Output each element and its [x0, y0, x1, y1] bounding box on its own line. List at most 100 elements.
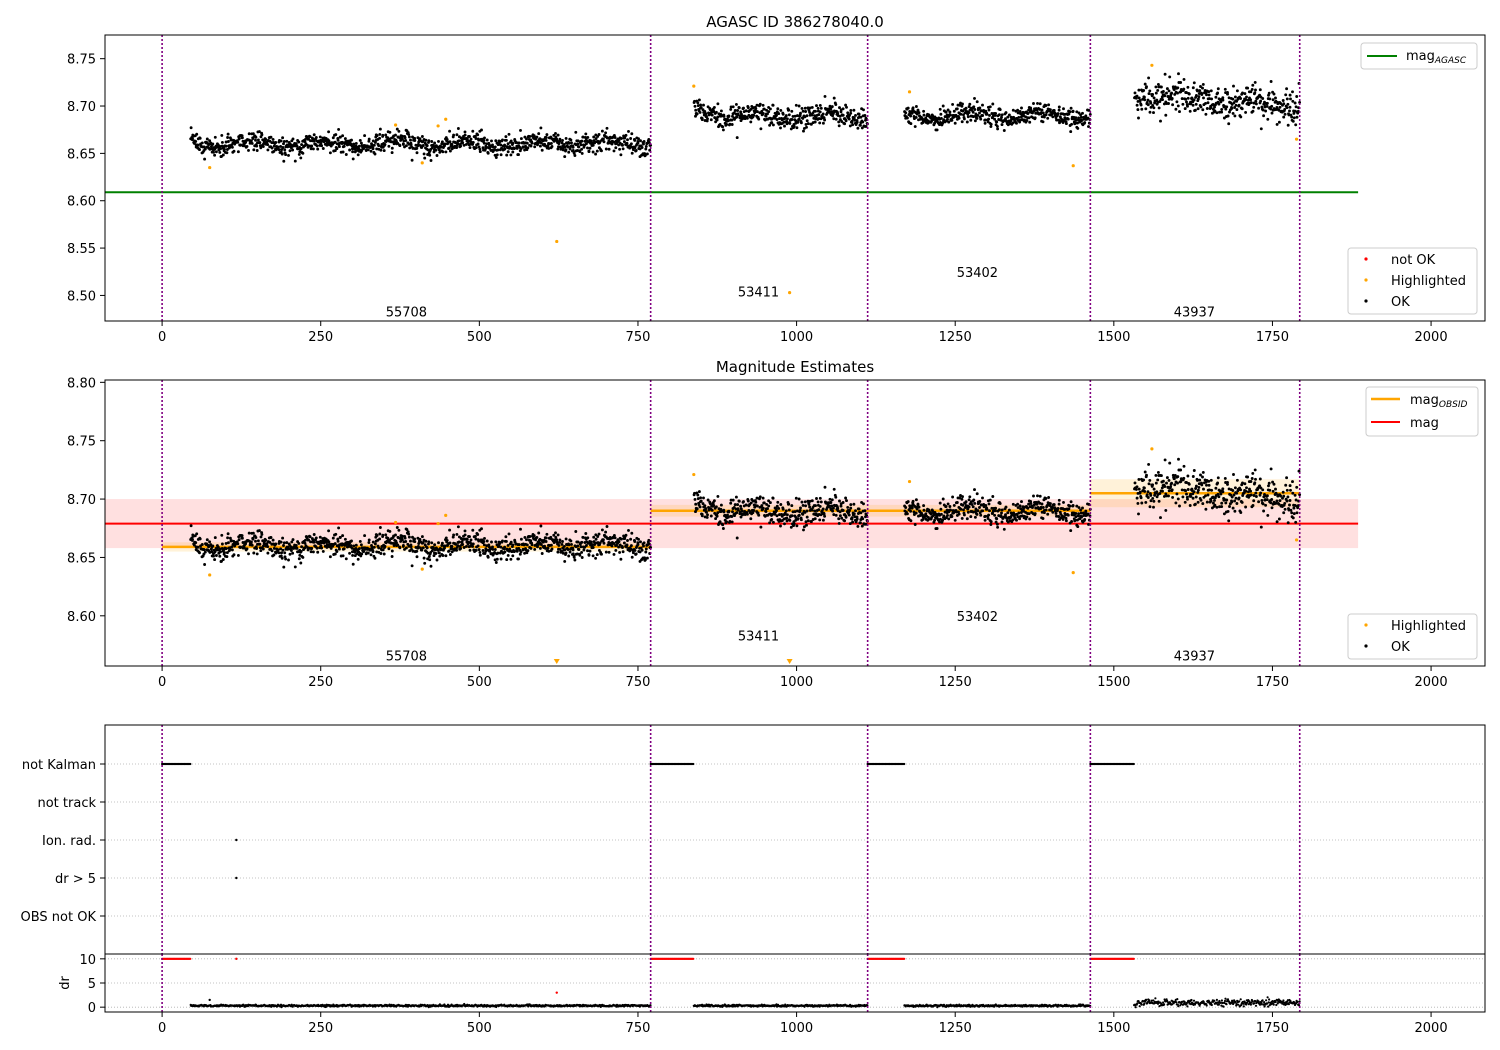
ok-point: [834, 513, 838, 517]
highlighted-point: [1071, 164, 1075, 168]
legend-label: Highlighted: [1391, 619, 1466, 634]
ok-point: [379, 552, 383, 555]
ok-point: [1038, 494, 1042, 498]
ok-point: [1186, 96, 1190, 100]
ok-point: [563, 145, 567, 149]
ok-point: [978, 111, 981, 115]
ok-point: [291, 551, 295, 555]
ok-point: [249, 540, 253, 544]
ok-point: [592, 135, 596, 139]
x-tick-label: 1500: [1097, 675, 1130, 690]
ok-point: [1069, 500, 1073, 504]
ok-point: [823, 485, 827, 489]
ok-point: [818, 121, 822, 125]
ok-point: [218, 554, 222, 558]
ok-point: [630, 151, 634, 155]
ok-point: [602, 140, 606, 144]
ok-point: [755, 110, 759, 114]
ok-point: [752, 113, 756, 117]
ok-point: [1160, 486, 1164, 490]
ok-point: [1018, 517, 1022, 521]
ok-point: [939, 507, 943, 511]
ok-point: [282, 159, 286, 163]
ok-point: [279, 139, 283, 143]
ok-point: [1202, 487, 1205, 491]
ok-point: [1149, 493, 1153, 497]
ok-point: [471, 140, 475, 144]
ok-point: [549, 543, 553, 547]
ok-point: [440, 541, 444, 545]
ok-point: [630, 132, 634, 136]
ok-point: [610, 142, 614, 146]
ok-point: [1239, 115, 1243, 119]
ok-point: [965, 517, 969, 521]
ok-point: [515, 549, 519, 553]
ok-point: [373, 556, 377, 560]
ok-point: [1064, 516, 1068, 520]
ok-point: [952, 503, 956, 507]
ok-point: [795, 126, 799, 130]
ok-point: [998, 108, 1002, 112]
ok-point: [375, 134, 379, 138]
ok-point: [564, 136, 568, 140]
ok-point: [1257, 106, 1261, 110]
ok-point: [832, 117, 836, 121]
ok-point: [765, 108, 769, 112]
ok-point: [1027, 116, 1031, 120]
ok-point: [1145, 493, 1149, 497]
ok-point: [790, 514, 794, 518]
ok-point: [1245, 486, 1248, 490]
ok-point: [845, 499, 848, 503]
ok-point: [622, 140, 626, 144]
ok-point: [440, 140, 444, 144]
ok-point: [973, 119, 977, 123]
ok-point: [574, 530, 578, 533]
ok-point: [276, 145, 280, 149]
ok-point: [1154, 473, 1158, 477]
ok-point: [952, 109, 956, 113]
ok-point: [1197, 95, 1201, 99]
ok-point: [351, 553, 355, 557]
ok-point: [804, 122, 808, 126]
ok-point: [494, 139, 498, 143]
ok-point: [1186, 104, 1189, 108]
ok-point: [1283, 501, 1287, 505]
ok-point: [194, 541, 198, 545]
ok-point: [995, 120, 999, 124]
ok-point: [511, 554, 515, 558]
ok-point: [1149, 105, 1153, 109]
ok-point: [860, 524, 864, 528]
ok-point: [749, 120, 753, 124]
ok-point: [795, 524, 799, 528]
ok-point: [629, 544, 633, 548]
ok-point: [247, 148, 250, 152]
ok-point: [517, 557, 520, 561]
ok-point: [491, 545, 494, 549]
ok-point: [594, 137, 598, 141]
ok-point: [571, 145, 575, 149]
ok-point: [856, 524, 860, 528]
ok-point: [289, 549, 293, 552]
ok-point: [627, 129, 630, 133]
ok-point: [612, 149, 616, 153]
ok-point: [1285, 476, 1289, 480]
ok-point: [1040, 108, 1044, 112]
obs-id-label: 55708: [386, 306, 427, 321]
ok-point: [1180, 97, 1184, 101]
ok-point: [1057, 498, 1061, 502]
ok-point: [1261, 488, 1265, 492]
ok-point: [595, 553, 599, 557]
ok-point: [1027, 512, 1031, 516]
ok-point: [1156, 478, 1160, 482]
ok-point: [401, 134, 404, 138]
ok-point: [460, 540, 464, 544]
ok-point: [495, 557, 499, 561]
ok-point: [801, 503, 805, 507]
ok-point: [423, 561, 427, 565]
ok-point: [946, 502, 950, 506]
x-tick-label: 0: [158, 675, 166, 690]
ok-point: [226, 541, 230, 545]
ok-point: [1174, 501, 1178, 505]
ok-point: [730, 515, 734, 518]
